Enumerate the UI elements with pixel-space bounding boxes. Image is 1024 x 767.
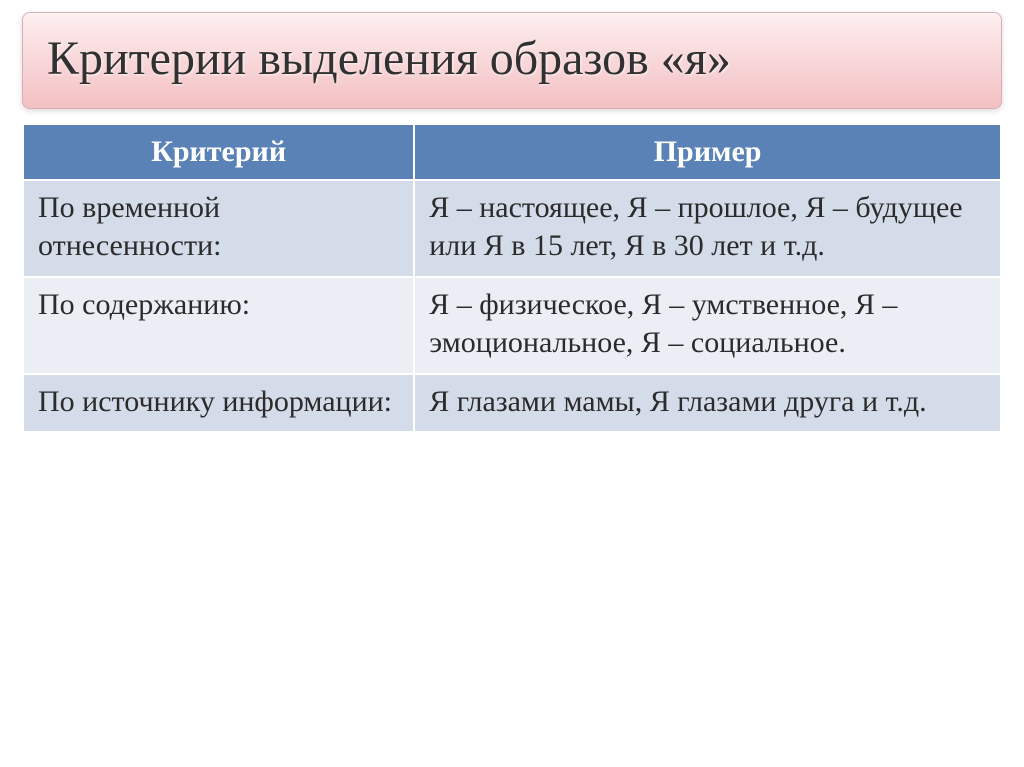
cell-example: Я глазами мамы, Я глазами друга и т.д. (414, 374, 1001, 432)
criteria-table: Критерий Пример По временной отнесенност… (22, 123, 1002, 433)
title-box: Критерии выделения образов «я» (22, 12, 1002, 109)
cell-criterion: По источнику информации: (23, 374, 414, 432)
cell-example: Я – физическое, Я – умственное, Я – эмоц… (414, 277, 1001, 374)
table-row: По временной отнесенности: Я – настоящее… (23, 180, 1001, 277)
cell-example: Я – настоящее, Я – прошлое, Я – будущее … (414, 180, 1001, 277)
col-header-example: Пример (414, 124, 1001, 180)
table-header-row: Критерий Пример (23, 124, 1001, 180)
col-header-criterion: Критерий (23, 124, 414, 180)
cell-criterion: По временной отнесенности: (23, 180, 414, 277)
table-row: По содержанию: Я – физическое, Я – умств… (23, 277, 1001, 374)
slide: Критерии выделения образов «я» Критерий … (0, 0, 1024, 767)
table-row: По источнику информации: Я глазами мамы,… (23, 374, 1001, 432)
slide-title: Критерии выделения образов «я» (47, 31, 977, 86)
cell-criterion: По содержанию: (23, 277, 414, 374)
